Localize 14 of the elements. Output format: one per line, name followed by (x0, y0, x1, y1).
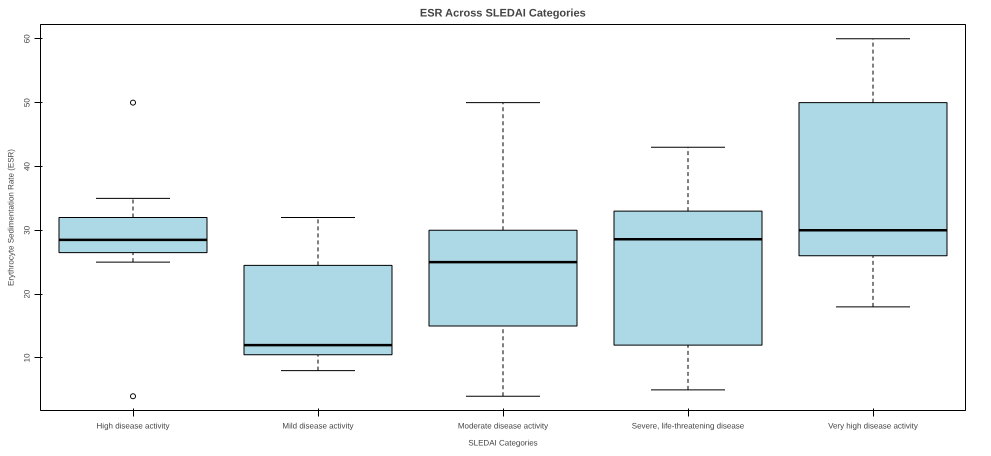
y-tick-label: 30 (22, 225, 32, 235)
x-tick-label: High disease activity (96, 422, 170, 430)
x-axis-title: SLEDAI Categories (468, 438, 538, 448)
x-tick-label: Very high disease activity (828, 422, 918, 430)
chart-title: ESR Across SLEDAI Categories (420, 8, 586, 20)
y-tick-label: 10 (22, 352, 32, 362)
y-tick-label: 60 (22, 34, 32, 44)
y-tick-label: 20 (22, 289, 32, 299)
y-axis-title: Erythrocyte Sedimentation Rate (ESR) (6, 148, 16, 286)
x-tick-label: Mild disease activity (282, 422, 354, 430)
x-tick-label: Severe, life-threatening disease (632, 422, 745, 430)
y-tick-label: 40 (22, 161, 32, 171)
y-tick-label: 50 (22, 98, 32, 108)
x-tick-label: Moderate disease activity (458, 422, 548, 430)
